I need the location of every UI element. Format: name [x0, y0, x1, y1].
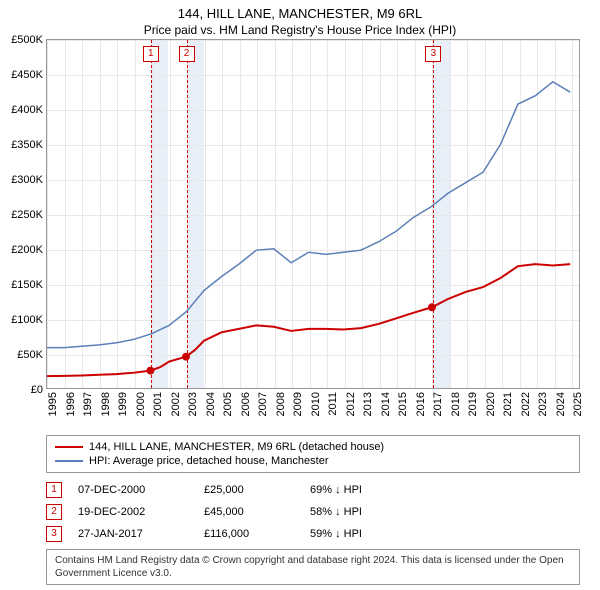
x-tick-label: 2024: [555, 392, 567, 416]
license-notice: Contains HM Land Registry data © Crown c…: [46, 549, 580, 585]
chart-container: 144, HILL LANE, MANCHESTER, M9 6RL Price…: [0, 0, 600, 590]
x-tick-label: 2017: [432, 392, 444, 416]
callout-date-1: 07-DEC-2000: [78, 484, 188, 496]
x-tick-label: 2012: [345, 392, 357, 416]
x-tick-label: 1997: [82, 392, 94, 416]
x-tick-label: 2014: [380, 392, 392, 416]
x-tick-label: 2003: [187, 392, 199, 416]
callout-badge-1: 1: [46, 482, 62, 498]
callout-price-3: £116,000: [204, 528, 294, 540]
series-marker: [182, 353, 190, 361]
callout-delta-1: 69% ↓ HPI: [310, 484, 362, 496]
chart-subtitle: Price paid vs. HM Land Registry's House …: [0, 23, 600, 37]
y-tick-label: £200K: [11, 244, 47, 256]
x-tick-label: 2009: [292, 392, 304, 416]
x-tick-label: 1999: [117, 392, 129, 416]
plot-area: £0£50K£100K£150K£200K£250K£300K£350K£400…: [46, 39, 580, 389]
y-tick-label: £250K: [11, 209, 47, 221]
callout-badge-3: 3: [46, 526, 62, 542]
callout-table: 1 07-DEC-2000 £25,000 69% ↓ HPI 2 19-DEC…: [46, 479, 580, 545]
callout-row-3: 3 27-JAN-2017 £116,000 59% ↓ HPI: [46, 523, 580, 545]
legend-swatch-property: [55, 446, 83, 448]
chart-title: 144, HILL LANE, MANCHESTER, M9 6RL: [0, 6, 600, 21]
x-tick-label: 2019: [467, 392, 479, 416]
series-marker: [146, 367, 154, 375]
callout-delta-2: 58% ↓ HPI: [310, 506, 362, 518]
callout-date-2: 19-DEC-2002: [78, 506, 188, 518]
callout-price-1: £25,000: [204, 484, 294, 496]
x-tick-label: 1995: [47, 392, 59, 416]
callout-badge-2: 2: [46, 504, 62, 520]
x-tick-label: 2002: [170, 392, 182, 416]
x-tick-label: 2001: [152, 392, 164, 416]
x-tick-label: 2011: [327, 392, 339, 416]
legend-item-property: 144, HILL LANE, MANCHESTER, M9 6RL (deta…: [55, 440, 571, 454]
callout-marker: 1: [143, 46, 159, 62]
legend-label-hpi: HPI: Average price, detached house, Manc…: [89, 455, 329, 467]
y-tick-label: £400K: [11, 104, 47, 116]
x-tick-label: 2020: [485, 392, 497, 416]
y-tick-label: £300K: [11, 174, 47, 186]
y-tick-label: £500K: [11, 34, 47, 46]
legend: 144, HILL LANE, MANCHESTER, M9 6RL (deta…: [46, 435, 580, 473]
x-tick-label: 2010: [310, 392, 322, 416]
x-tick-label: 2008: [275, 392, 287, 416]
x-tick-label: 2007: [257, 392, 269, 416]
x-tick-label: 2013: [362, 392, 374, 416]
callout-delta-3: 59% ↓ HPI: [310, 528, 362, 540]
callout-row-2: 2 19-DEC-2002 £45,000 58% ↓ HPI: [46, 501, 580, 523]
x-tick-label: 2004: [205, 392, 217, 416]
callout-row-1: 1 07-DEC-2000 £25,000 69% ↓ HPI: [46, 479, 580, 501]
y-tick-label: £50K: [17, 349, 47, 361]
callout-price-2: £45,000: [204, 506, 294, 518]
series-svg: [47, 40, 579, 388]
callout-marker: 2: [179, 46, 195, 62]
y-tick-label: £450K: [11, 69, 47, 81]
x-tick-label: 1996: [65, 392, 77, 416]
x-tick-label: 2006: [240, 392, 252, 416]
y-tick-label: £350K: [11, 139, 47, 151]
x-tick-label: 2005: [222, 392, 234, 416]
legend-swatch-hpi: [55, 460, 83, 462]
y-tick-label: £100K: [11, 314, 47, 326]
x-tick-label: 2022: [520, 392, 532, 416]
x-tick-label: 2000: [135, 392, 147, 416]
x-tick-label: 2015: [397, 392, 409, 416]
x-tick-label: 2025: [572, 392, 584, 416]
title-block: 144, HILL LANE, MANCHESTER, M9 6RL Price…: [0, 0, 600, 39]
x-tick-label: 1998: [100, 392, 112, 416]
x-tick-label: 2023: [537, 392, 549, 416]
x-tick-label: 2016: [415, 392, 427, 416]
x-tick-label: 2021: [502, 392, 514, 416]
y-tick-label: £150K: [11, 279, 47, 291]
callout-marker: 3: [425, 46, 441, 62]
x-tick-label: 2018: [450, 392, 462, 416]
legend-item-hpi: HPI: Average price, detached house, Manc…: [55, 454, 571, 468]
callout-date-3: 27-JAN-2017: [78, 528, 188, 540]
y-tick-label: £0: [31, 384, 47, 396]
legend-label-property: 144, HILL LANE, MANCHESTER, M9 6RL (deta…: [89, 441, 384, 453]
